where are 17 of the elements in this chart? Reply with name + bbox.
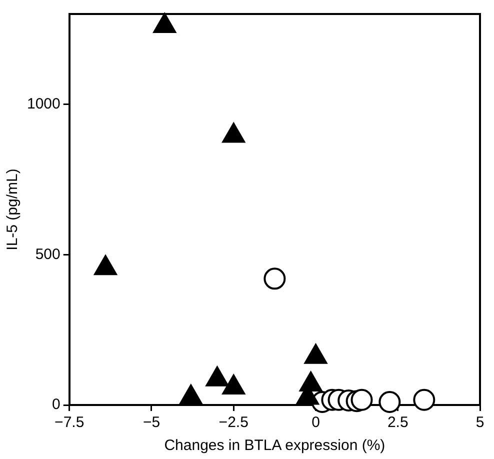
y-tick-label: 1000 [26, 95, 60, 112]
x-tick-label: 0 [312, 414, 320, 432]
y-tick-label: 500 [35, 246, 60, 263]
point [264, 268, 286, 290]
point [378, 390, 401, 413]
x-tick-label: −5 [142, 414, 160, 432]
y-tick-label: 0 [52, 396, 60, 414]
x-tick-label: −7.5 [54, 414, 84, 432]
x-tick-label: 5 [476, 414, 484, 432]
point [413, 388, 436, 411]
x-axis-title: Changes in BTLA expression (%) [164, 437, 386, 454]
y-axis-title: IL-5 (pg/mL) [4, 168, 22, 250]
x-tick-label: 2.5 [387, 414, 408, 432]
point [222, 122, 246, 143]
point [153, 13, 176, 34]
point [350, 388, 373, 411]
x-tick-label: −2.5 [218, 414, 248, 432]
